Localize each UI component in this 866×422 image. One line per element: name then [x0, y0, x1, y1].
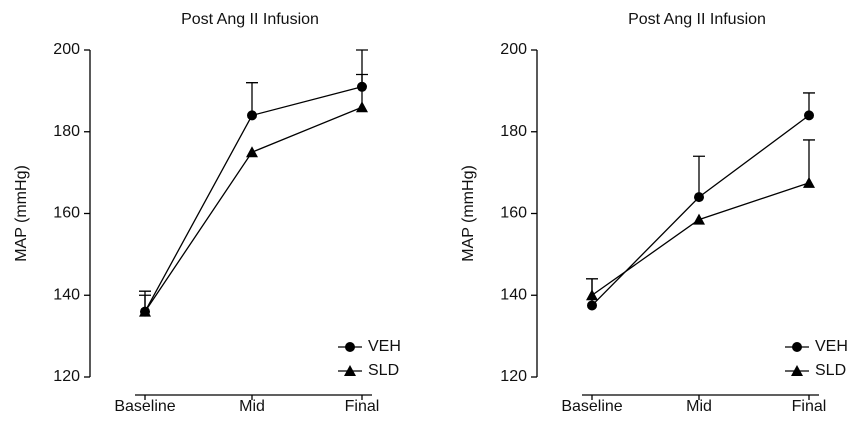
y-axis-label: MAP (mmHg) [460, 165, 477, 262]
marker-triangle [356, 101, 368, 113]
x-tick-label: Final [792, 398, 827, 415]
series-line [144, 106, 363, 312]
legend-label: VEH [368, 338, 401, 355]
chart-title: Post Ang II Infusion [628, 11, 766, 28]
marker-circle [247, 110, 257, 121]
x-tick-label: Mid [239, 398, 265, 415]
y-tick-label: 200 [53, 41, 80, 58]
y-tick-label: 160 [500, 205, 527, 222]
x-tick-label: Baseline [114, 398, 175, 415]
marker-circle [345, 342, 355, 352]
marker-triangle [803, 176, 815, 188]
error-bar [803, 139, 815, 183]
x-tick-label: Baseline [561, 398, 622, 415]
legend-label: SLD [368, 362, 399, 379]
chart-title: Post Ang II Infusion [181, 11, 319, 28]
y-tick-label: 180 [53, 123, 80, 140]
marker-triangle [344, 365, 356, 376]
marker-triangle [246, 146, 258, 158]
marker-triangle [586, 289, 598, 301]
x-tick-label: Mid [686, 398, 712, 415]
y-tick-label: 120 [53, 368, 80, 385]
y-tick-label: 160 [53, 205, 80, 222]
y-tick-label: 200 [500, 41, 527, 58]
error-bar [693, 155, 705, 198]
marker-circle [804, 110, 814, 121]
y-tick-label: 180 [500, 123, 527, 140]
marker-triangle [791, 365, 803, 376]
y-tick-label: 140 [53, 286, 80, 303]
legend-label: SLD [815, 362, 846, 379]
x-tick-label: Final [345, 398, 380, 415]
marker-triangle [693, 213, 705, 225]
legend-label: VEH [815, 338, 848, 355]
y-tick-label: 120 [500, 368, 527, 385]
error-bar [246, 82, 258, 116]
marker-triangle [139, 305, 151, 317]
y-axis-label: MAP (mmHg) [13, 165, 30, 262]
series-line [591, 114, 810, 306]
y-tick-label: 140 [500, 286, 527, 303]
marker-circle [587, 300, 597, 311]
marker-circle [792, 342, 802, 352]
marker-circle [694, 192, 704, 203]
